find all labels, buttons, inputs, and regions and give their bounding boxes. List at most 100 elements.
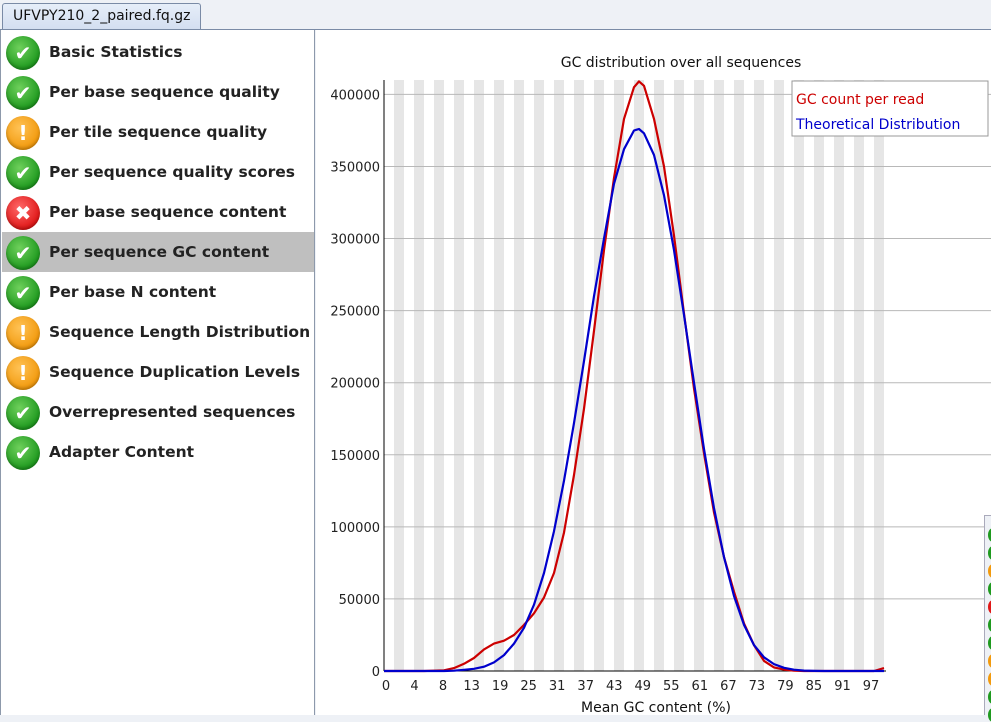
x-tick-label: 61 <box>692 679 709 694</box>
grid-band <box>814 80 824 671</box>
grid-band <box>794 80 804 671</box>
check-icon: ✔ <box>6 236 40 270</box>
module-label: Per tile sequence quality <box>49 123 268 141</box>
y-tick-label: 400000 <box>330 88 380 103</box>
grid-band <box>714 80 724 671</box>
status-dot <box>988 618 991 632</box>
check-icon: ✔ <box>6 396 40 430</box>
x-tick-label: 4 <box>410 679 418 694</box>
adjacent-module-list[interactable] <box>984 515 991 722</box>
module-label: Overrepresented sequences <box>49 403 296 421</box>
module-item[interactable]: ✖ Per base sequence content <box>2 192 314 232</box>
tab-divider <box>0 29 991 30</box>
grid-band <box>594 80 604 671</box>
module-item[interactable]: ✔ Basic Statistics <box>2 32 314 72</box>
grid-band <box>754 80 764 671</box>
module-label: Adapter Content <box>49 443 195 461</box>
x-tick-label: 73 <box>749 679 766 694</box>
x-tick-label: 67 <box>720 679 737 694</box>
chart-title: GC distribution over all sequences <box>561 55 802 71</box>
x-tick-label: 8 <box>439 679 447 694</box>
grid-band <box>674 80 684 671</box>
tab-bar: UFVPY210_2_paired.fq.gz <box>0 0 991 30</box>
check-icon: ✔ <box>6 156 40 190</box>
module-label: Per base sequence quality <box>49 83 280 101</box>
module-item[interactable]: ✔ Per base N content <box>2 272 314 312</box>
module-item[interactable]: ! Sequence Length Distribution <box>2 312 314 352</box>
module-item[interactable]: ✔ Per sequence quality scores <box>2 152 314 192</box>
legend <box>791 80 989 137</box>
grid-band <box>634 80 644 671</box>
y-tick-label: 200000 <box>330 377 380 392</box>
tab-file[interactable]: UFVPY210_2_paired.fq.gz <box>2 3 202 30</box>
grid-band <box>774 80 784 671</box>
gc-chart: 0 50000 100000 150000 200000 250000 300000 3500… <box>330 55 991 715</box>
module-item[interactable]: ✔ Overrepresented sequences <box>2 392 314 432</box>
status-dot <box>988 600 991 614</box>
x-tick-label: 13 <box>463 679 480 694</box>
chart-panel: 0 50000 100000 150000 200000 250000 300000 3500… <box>316 30 991 715</box>
x-tick-label: 85 <box>806 679 823 694</box>
check-icon: ✔ <box>6 36 40 70</box>
grid-band <box>534 80 544 671</box>
series-line <box>384 127 884 673</box>
grid-band <box>614 80 624 671</box>
status-dot <box>988 528 991 542</box>
check-icon: ✔ <box>6 276 40 310</box>
module-item[interactable]: ✔ Per base sequence quality <box>2 72 314 112</box>
exclamation-icon: ! <box>6 356 40 390</box>
module-item[interactable]: ! Sequence Duplication Levels <box>2 352 314 392</box>
grid-band <box>514 80 524 671</box>
status-dot <box>988 690 991 704</box>
module-label: Sequence Duplication Levels <box>49 363 301 381</box>
x-tick-label: 79 <box>777 679 794 694</box>
x-tick-label: 25 <box>520 679 537 694</box>
x-tick-label: 37 <box>577 679 594 694</box>
x-tick-label: 97 <box>863 679 880 694</box>
status-dot <box>988 636 991 650</box>
y-tick-label: 150000 <box>330 449 380 464</box>
x-tick-label: 0 <box>382 679 390 694</box>
x-tick-label: 55 <box>663 679 680 694</box>
x-tick-label: 19 <box>492 679 509 694</box>
exclamation-icon: ! <box>6 316 40 350</box>
y-tick-label: 0 <box>372 665 380 680</box>
grid-band <box>454 80 464 671</box>
module-item[interactable]: ✔ Per sequence GC content <box>2 232 314 272</box>
x-axis-label: Mean GC content (%) <box>581 700 731 715</box>
grid-band <box>854 80 864 671</box>
grid-band <box>874 80 884 671</box>
check-icon: ✔ <box>6 76 40 110</box>
y-tick-label: 50000 <box>339 593 380 608</box>
status-dot <box>988 564 991 578</box>
status-dot <box>988 654 991 668</box>
status-dot <box>988 546 991 560</box>
grid-band <box>494 80 504 671</box>
grid-band <box>734 80 744 671</box>
x-tick-label: 91 <box>834 679 851 694</box>
legend-entry: Theoretical Distribution <box>795 117 960 133</box>
x-tick-label: 49 <box>634 679 651 694</box>
module-list: ✔ Basic Statistics ✔ Per base sequence qual… <box>0 30 315 715</box>
check-icon: ✔ <box>6 436 40 470</box>
x-tick-label: 31 <box>549 679 566 694</box>
module-label: Per base N content <box>49 283 217 301</box>
grid-band <box>474 80 484 671</box>
module-item[interactable]: ! Per tile sequence quality <box>2 112 314 152</box>
y-tick-label: 300000 <box>330 233 380 248</box>
y-tick-label: 100000 <box>330 521 380 536</box>
grid-band <box>414 80 424 671</box>
module-label: Sequence Length Distribution <box>49 323 311 341</box>
status-dot <box>988 582 991 596</box>
grid-band <box>554 80 564 671</box>
module-label: Basic Statistics <box>49 43 183 61</box>
module-item[interactable]: ✔ Adapter Content <box>2 432 314 472</box>
status-dot <box>988 672 991 686</box>
exclamation-icon: ! <box>6 116 40 150</box>
cross-icon: ✖ <box>6 196 40 230</box>
module-label: Per base sequence content <box>49 203 287 221</box>
y-tick-label: 350000 <box>330 160 380 175</box>
y-tick-label: 250000 <box>330 305 380 320</box>
grid-band <box>834 80 844 671</box>
grid-band <box>574 80 584 671</box>
